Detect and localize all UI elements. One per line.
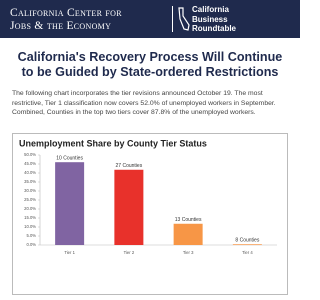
y-tick-label: 30.0% [24, 188, 36, 193]
y-tick-label: 35.0% [24, 179, 36, 184]
y-tick-label: 50.0% [24, 152, 36, 157]
title: California's Recovery Process Will Conti… [0, 50, 300, 80]
partner-line: Business [192, 14, 228, 24]
x-tick-label: Tier 2 [124, 250, 135, 255]
title-line: California's Recovery Process Will Conti… [17, 50, 283, 64]
x-tick-label: Tier 1 [64, 250, 75, 255]
chart-title: Unemployment Share by County Tier Status [19, 138, 207, 148]
bar-annotation: 27 Counties [116, 163, 143, 169]
y-tick-label: 25.0% [24, 197, 36, 202]
bar [55, 162, 85, 245]
bar-annotation: 10 Counties [56, 156, 83, 162]
y-tick-label: 0.0% [26, 242, 36, 247]
divider [172, 6, 173, 32]
y-tick-label: 10.0% [24, 224, 36, 229]
org-line: California Center for [10, 7, 122, 19]
y-tick-label: 40.0% [24, 170, 36, 175]
logo [178, 7, 190, 31]
y-tick-label: 5.0% [26, 233, 36, 238]
org-line: Jobs & the Economy [10, 19, 112, 32]
org-name: California Center for Jobs & the Economy [10, 7, 122, 32]
y-tick-label: 45.0% [24, 161, 36, 166]
chart: Unemployment Share by County Tier Status… [12, 133, 288, 295]
title-line: to be Guided by State-ordered Restrictio… [21, 65, 279, 79]
header: California Center for Jobs & the Economy… [0, 0, 300, 38]
partner-line: California [192, 5, 229, 14]
body-text: The following chart incorporates the tie… [12, 90, 276, 116]
page: California Center for Jobs & the Economy… [0, 0, 300, 295]
bar-annotation: 8 Counties [235, 238, 259, 244]
y-tick-label: 15.0% [24, 215, 36, 220]
bar-annotation: 13 Counties [175, 217, 202, 223]
bar [114, 169, 144, 245]
x-tick-label: Tier 4 [242, 250, 253, 255]
partner-line: Roundtable [192, 24, 236, 33]
y-tick-label: 20.0% [24, 206, 36, 211]
x-tick-label: Tier 3 [183, 250, 194, 255]
partner-name: California Business Roundtable [192, 5, 236, 34]
bar [173, 223, 203, 245]
bar [232, 244, 262, 245]
